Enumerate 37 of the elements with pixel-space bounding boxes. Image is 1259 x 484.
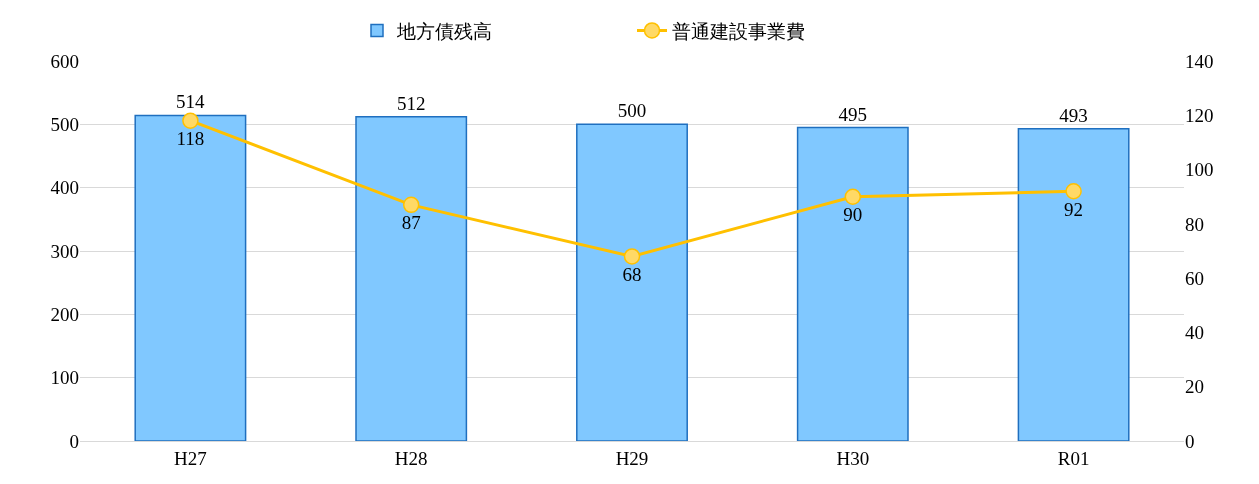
data-label: 87	[401, 212, 421, 234]
data-label: 493	[1059, 104, 1088, 126]
y2-tick-label: 140	[1185, 50, 1214, 72]
x-tick-label: H29	[615, 447, 649, 469]
legend-label: 普通建設事業費	[672, 20, 805, 42]
point	[1065, 183, 1082, 200]
point	[844, 188, 862, 205]
data-label: 514	[175, 91, 205, 113]
point	[402, 196, 420, 214]
y2-tick-label: 40	[1185, 322, 1204, 344]
y2-tick-label: 20	[1185, 376, 1204, 398]
data-label: 500	[617, 100, 647, 122]
y2-tick-label: 100	[1185, 159, 1214, 181]
y-tick-label: 600	[50, 50, 79, 72]
y-tick-label: 500	[50, 113, 79, 135]
y-tick-label: 200	[50, 303, 79, 325]
data-label: 512	[396, 92, 426, 114]
y2-tick-label: 120	[1185, 104, 1214, 126]
data-label: 90	[843, 204, 863, 226]
data-label: 495	[838, 103, 868, 125]
x-tick-label: H28	[394, 447, 428, 469]
point	[182, 112, 199, 129]
y-tick-label: 0	[69, 430, 79, 452]
x-tick-label: H27	[174, 447, 207, 469]
y-tick-label: 400	[50, 177, 79, 199]
y-tick-label: 300	[50, 240, 79, 262]
data-label: 92	[1064, 198, 1084, 220]
y2-tick-label: 60	[1185, 267, 1204, 289]
y2-tick-label: 80	[1185, 213, 1204, 235]
data-label: 68	[622, 264, 642, 286]
x-tick-label: H30	[836, 447, 870, 469]
x-tick-label: R01	[1057, 447, 1090, 469]
legend-label: 地方債残高	[396, 20, 492, 42]
y-tick-label: 100	[50, 367, 79, 389]
point	[623, 248, 641, 265]
data-label: 118	[176, 128, 205, 150]
y2-tick-label: 0	[1185, 430, 1195, 452]
